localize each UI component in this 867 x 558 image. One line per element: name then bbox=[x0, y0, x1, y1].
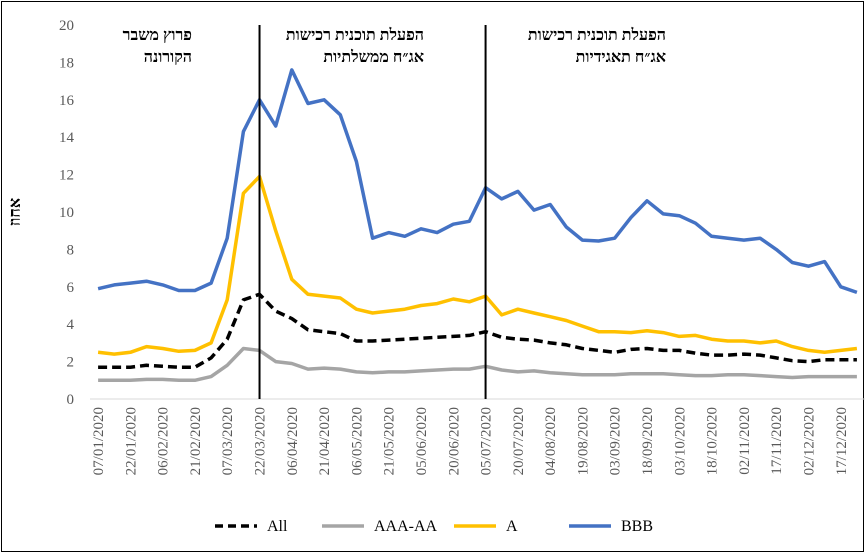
x-tick-label: 02/12/2020 bbox=[801, 407, 817, 475]
y-tick-label: 12 bbox=[59, 168, 74, 184]
y-tick-label: 20 bbox=[59, 18, 74, 34]
x-tick-label: 03/09/2020 bbox=[608, 407, 624, 475]
y-tick-label: 16 bbox=[59, 93, 75, 109]
legend-label: All bbox=[267, 518, 288, 535]
x-tick-label: 18/10/2020 bbox=[705, 407, 721, 475]
x-tick-label: 07/01/2020 bbox=[91, 407, 107, 475]
x-tick-label: 20/07/2020 bbox=[511, 407, 527, 475]
x-tick-label: 04/08/2020 bbox=[543, 407, 559, 475]
legend: All AAA-AA A BBB bbox=[215, 518, 653, 535]
x-tick-label: 03/10/2020 bbox=[672, 407, 688, 475]
annotation-text: הפעלת תוכנית רכישות bbox=[528, 26, 666, 44]
y-tick-label: 8 bbox=[67, 242, 75, 258]
legend-label: AAA-AA bbox=[374, 518, 438, 535]
y-tick-label: 4 bbox=[67, 317, 75, 333]
x-tick-label: 21/04/2020 bbox=[317, 407, 333, 475]
x-tick-label: 17/12/2020 bbox=[834, 407, 850, 475]
annotation-text: הפעלת תוכנית רכישות bbox=[286, 26, 424, 44]
annotation-text: פרוץ משבר bbox=[123, 27, 192, 44]
y-tick-label: 14 bbox=[59, 130, 75, 146]
x-tick-label: 21/05/2020 bbox=[382, 407, 398, 475]
x-axis-ticks: 07/01/2020 22/01/2020 06/02/2020 21/02/2020… bbox=[91, 407, 850, 475]
x-tick-label: 06/02/2020 bbox=[156, 407, 172, 475]
x-tick-label: 22/03/2020 bbox=[253, 407, 269, 475]
x-tick-label: 18/09/2020 bbox=[640, 407, 656, 475]
annotation-text: אג״ח ממשלתיות bbox=[323, 48, 424, 66]
legend-label: BBB bbox=[621, 518, 653, 535]
series-line-all bbox=[98, 292, 857, 369]
annotations: פרוץ משבר הקורונה הפעלת תוכנית רכישות אג״ח … bbox=[123, 26, 666, 66]
y-tick-label: 10 bbox=[59, 205, 74, 221]
y-axis-ticks: 0 2 4 6 8 10 12 14 16 18 20 bbox=[59, 18, 75, 408]
x-tick-label: 21/02/2020 bbox=[188, 407, 204, 475]
annotation-text: הקורונה bbox=[144, 49, 192, 66]
y-axis-label: אחוז bbox=[7, 198, 24, 226]
x-tick-label: 06/04/2020 bbox=[285, 407, 301, 475]
event-lines bbox=[258, 25, 487, 399]
x-tick-label: 20/06/2020 bbox=[446, 407, 462, 475]
series-line-aaa-aa bbox=[98, 346, 857, 383]
y-tick-label: 18 bbox=[59, 55, 74, 71]
y-tick-label: 0 bbox=[67, 392, 75, 408]
x-tick-label: 02/11/2020 bbox=[737, 407, 753, 475]
x-tick-label: 06/05/2020 bbox=[349, 407, 365, 475]
y-tick-label: 6 bbox=[67, 280, 75, 296]
legend-label: A bbox=[506, 518, 518, 535]
x-tick-label: 05/06/2020 bbox=[414, 407, 430, 475]
series-line-a bbox=[97, 174, 858, 356]
series-group bbox=[97, 68, 858, 383]
x-tick-label: 19/08/2020 bbox=[575, 407, 591, 475]
series-line-bbb bbox=[97, 68, 858, 295]
x-tick-label: 07/03/2020 bbox=[220, 407, 236, 475]
annotation-text: אג״ח תאגידיות bbox=[576, 49, 666, 66]
x-tick-label: 05/07/2020 bbox=[479, 407, 495, 475]
x-tick-label: 17/11/2020 bbox=[769, 407, 785, 475]
x-tick-label: 22/01/2020 bbox=[123, 407, 139, 475]
y-tick-label: 2 bbox=[67, 355, 75, 371]
